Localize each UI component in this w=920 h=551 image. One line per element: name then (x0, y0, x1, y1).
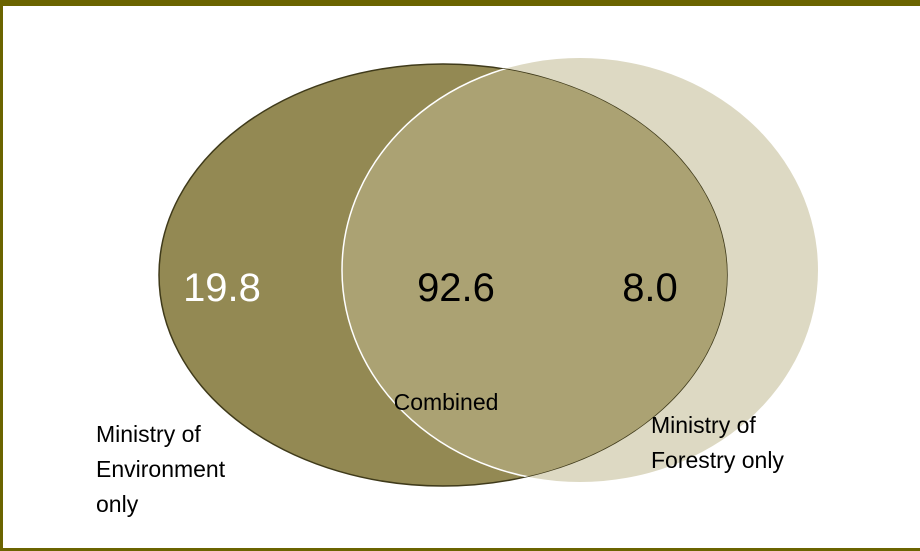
environment-label-line-2: Environment (96, 456, 226, 482)
environment-label-line-3: only (96, 491, 139, 517)
forestry-only-value: 8.0 (622, 266, 678, 310)
forestry-label-line-2: Forestry only (651, 447, 784, 473)
forestry-label-line-1: Ministry of (651, 412, 756, 438)
frame-border-left (0, 0, 3, 551)
environment-label-line-1: Ministry of (96, 421, 201, 447)
frame-border-top (0, 0, 920, 6)
frame-border-bottom (0, 548, 920, 551)
combined-label: Combined (394, 389, 499, 415)
combined-value: 92.6 (417, 266, 495, 310)
environment-only-value: 19.8 (183, 266, 261, 310)
